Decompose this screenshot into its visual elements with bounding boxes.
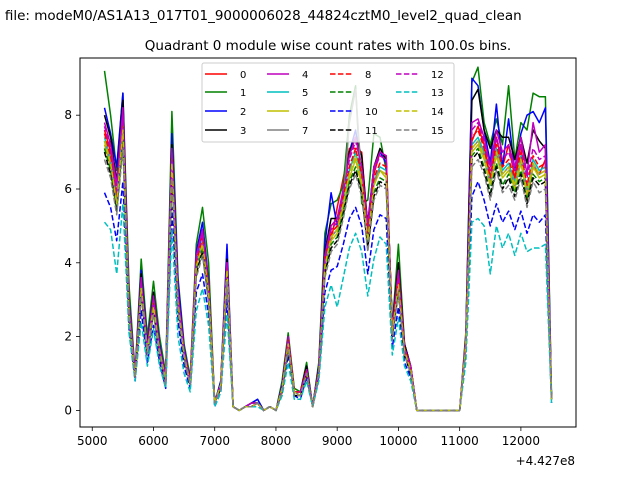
legend-label-6: 6 bbox=[302, 107, 308, 118]
series-line-14 bbox=[103, 129, 553, 412]
legend-box bbox=[201, 62, 455, 143]
x-tick-label: 11000 bbox=[441, 434, 479, 448]
series-layer bbox=[103, 66, 553, 412]
x-tick-label: 6000 bbox=[138, 434, 169, 448]
series-line-13 bbox=[103, 203, 553, 412]
chart-title: Quadrant 0 module wise count rates with … bbox=[145, 38, 511, 54]
legend-label-3: 3 bbox=[240, 126, 246, 137]
y-tick-label: 6 bbox=[64, 182, 72, 196]
plot-area: 5000 6000 7000 8000 9000 10000 11000 12000 0 2 4 6… bbox=[64, 57, 577, 468]
y-tick-label: 2 bbox=[64, 330, 72, 344]
x-axis: 5000 6000 7000 8000 9000 10000 11000 12000 bbox=[77, 427, 540, 448]
legend-label-8: 8 bbox=[365, 70, 371, 81]
legend-label-13: 13 bbox=[431, 88, 444, 99]
legend-label-14: 14 bbox=[431, 107, 444, 118]
legend-label-7: 7 bbox=[302, 126, 308, 137]
legend-label-2: 2 bbox=[240, 107, 246, 118]
legend-label-9: 9 bbox=[365, 88, 371, 99]
legend-label-10: 10 bbox=[365, 107, 378, 118]
legend-label-15: 15 bbox=[431, 126, 444, 137]
figure-suptitle: n file: modeM0/AS1A13_017T01_9000006028_… bbox=[0, 8, 522, 24]
legend-label-4: 4 bbox=[302, 70, 308, 81]
x-tick-label: 7000 bbox=[199, 434, 230, 448]
y-tick-label: 8 bbox=[64, 108, 72, 122]
series-line-8 bbox=[103, 121, 553, 412]
x-offset-label: +4.427e8 bbox=[516, 454, 575, 468]
series-line-15 bbox=[103, 147, 553, 412]
legend-label-0: 0 bbox=[240, 70, 246, 81]
y-tick-label: 4 bbox=[64, 256, 72, 270]
x-tick-label: 5000 bbox=[77, 434, 108, 448]
axes-frame bbox=[79, 57, 577, 428]
x-tick-label: 9000 bbox=[322, 434, 353, 448]
x-tick-label: 8000 bbox=[261, 434, 292, 448]
legend-label-5: 5 bbox=[302, 88, 308, 99]
legend-label-1: 1 bbox=[240, 88, 246, 99]
x-tick-label: 12000 bbox=[502, 434, 540, 448]
series-line-10 bbox=[103, 180, 553, 412]
y-tick-label: 0 bbox=[64, 403, 72, 417]
series-line-2 bbox=[103, 77, 553, 412]
series-line-12 bbox=[103, 114, 553, 412]
y-axis: 0 2 4 6 8 bbox=[64, 108, 80, 417]
legend-label-11: 11 bbox=[365, 126, 378, 137]
legend-label-12: 12 bbox=[431, 70, 444, 81]
x-tick-label: 10000 bbox=[379, 434, 417, 448]
